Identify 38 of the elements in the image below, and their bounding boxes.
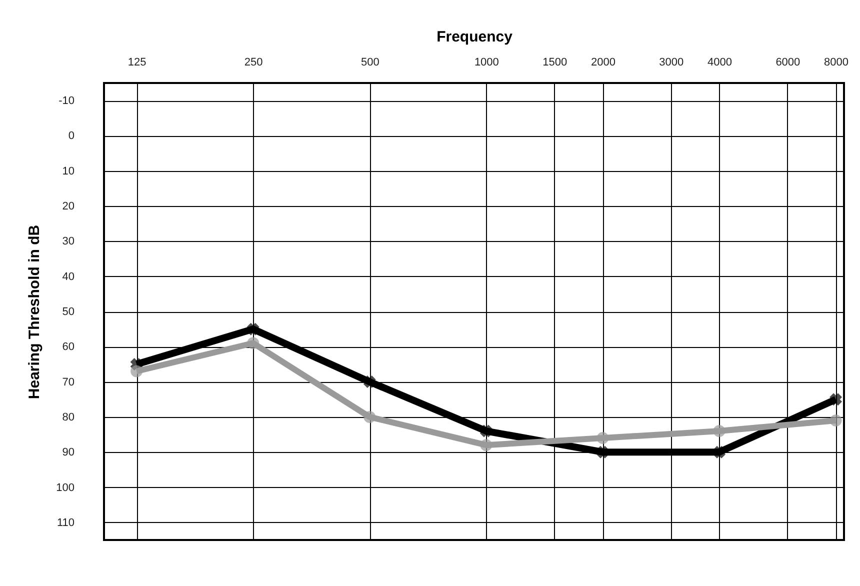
point [364, 376, 376, 388]
x-tick-label: 3000 [659, 56, 684, 68]
point [130, 365, 143, 378]
x-tick-label: 6000 [776, 56, 800, 68]
point [830, 414, 842, 426]
point [830, 393, 842, 406]
y-axis-title: Hearing Threshold in dB [26, 224, 44, 400]
point [480, 425, 492, 437]
y-tick-label: 50 [62, 306, 74, 318]
chart-title: Frequency [436, 28, 514, 46]
x-tick-label: 2000 [590, 56, 616, 68]
x-tick-label: 1000 [474, 56, 499, 68]
x-tick-label: 250 [244, 56, 263, 68]
point [596, 446, 609, 458]
point [480, 439, 492, 452]
point [713, 446, 726, 458]
y-tick-label: 10 [62, 165, 74, 178]
x-tick-label: 125 [128, 56, 146, 68]
point [247, 337, 260, 350]
x-tick-label: 500 [360, 56, 380, 68]
y-tick-label: 20 [62, 200, 74, 213]
y-tick-label: 0 [68, 130, 74, 142]
y-tick-label: 30 [62, 236, 74, 248]
y-tick-label: 80 [62, 411, 74, 424]
point [713, 425, 726, 438]
y-tick-label: -10 [58, 95, 74, 108]
x-tick-label: 8000 [824, 56, 849, 68]
y-tick-label: 90 [62, 446, 74, 459]
point [364, 410, 376, 423]
point [596, 432, 609, 444]
y-tick-label: 40 [62, 270, 74, 283]
y-tick-label: 60 [62, 341, 74, 354]
y-tick-label: 70 [62, 376, 74, 388]
x-tick-label: 1500 [542, 56, 568, 68]
y-tick-label: 110 [56, 516, 74, 529]
y-tick-label: 100 [56, 482, 74, 494]
point [247, 323, 260, 336]
x-tick-label: 4000 [708, 56, 732, 68]
